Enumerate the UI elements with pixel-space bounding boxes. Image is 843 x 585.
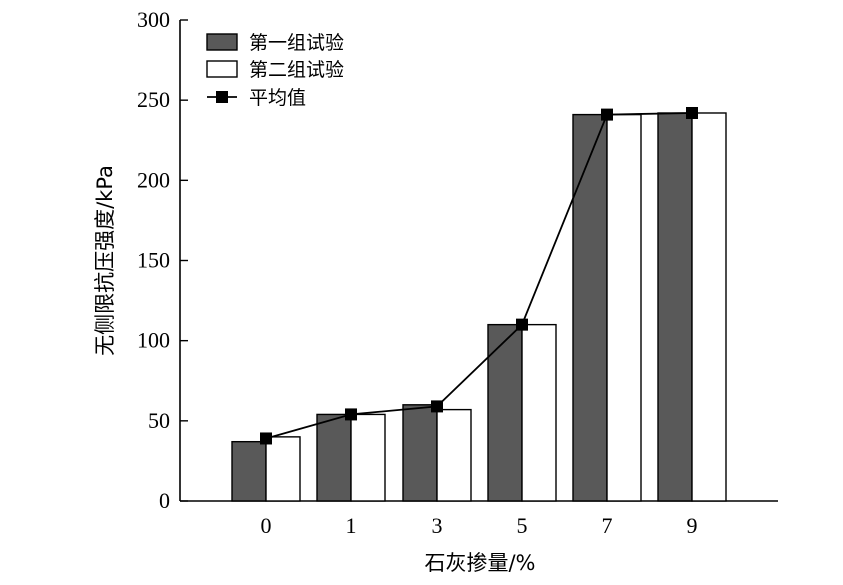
bar-group2	[521, 323, 557, 502]
average-marker	[601, 108, 613, 121]
bar-group1	[657, 112, 693, 502]
bar-group2	[691, 112, 727, 502]
average-marker	[431, 400, 443, 413]
x-tick-label: 3	[432, 513, 443, 538]
legend-swatch-group2	[206, 60, 238, 78]
y-tick-label: 50	[148, 408, 170, 433]
x-tick-label: 7	[602, 513, 613, 538]
x-tick-label: 0	[261, 513, 272, 538]
legend-swatch-group1	[206, 33, 238, 51]
average-line-series	[260, 106, 698, 445]
average-marker	[260, 432, 272, 445]
legend-label-average: 平均值	[249, 87, 306, 109]
x-tick-label: 5	[517, 513, 528, 538]
y-tick-label: 250	[137, 87, 170, 112]
legend-marker-average	[216, 91, 228, 103]
legend-label-group2: 第二组试验	[249, 59, 344, 81]
y-tick-label: 300	[137, 7, 170, 32]
y-tick-label: 100	[137, 328, 170, 353]
bar-group2	[606, 113, 642, 502]
bar-group2	[265, 436, 301, 502]
tick-labels: 0 50 100 150 200 250 300 0 1 3 5 7 9	[137, 7, 698, 538]
bar-group1	[231, 440, 267, 502]
average-marker	[516, 318, 528, 331]
bars	[231, 112, 727, 502]
x-tick-label: 1	[346, 513, 357, 538]
legend-label-group1: 第一组试验	[249, 32, 344, 54]
average-line	[265, 112, 693, 440]
bar-group2	[436, 408, 472, 502]
bar-group2	[350, 413, 386, 502]
bar-group1	[316, 413, 352, 502]
x-tick-label: 9	[687, 513, 698, 538]
bar-group1	[572, 113, 608, 502]
average-marker	[345, 408, 357, 421]
x-axis-title: 石灰掺量/%	[424, 551, 535, 575]
y-tick-label: 150	[137, 248, 170, 273]
bar-group1	[487, 323, 523, 502]
y-axis-title: 无侧限抗压强度/kPa	[93, 165, 117, 356]
average-marker	[686, 106, 698, 119]
y-tick-label: 200	[137, 167, 170, 192]
bar-group1	[402, 404, 438, 502]
y-tick-label: 0	[159, 488, 170, 513]
